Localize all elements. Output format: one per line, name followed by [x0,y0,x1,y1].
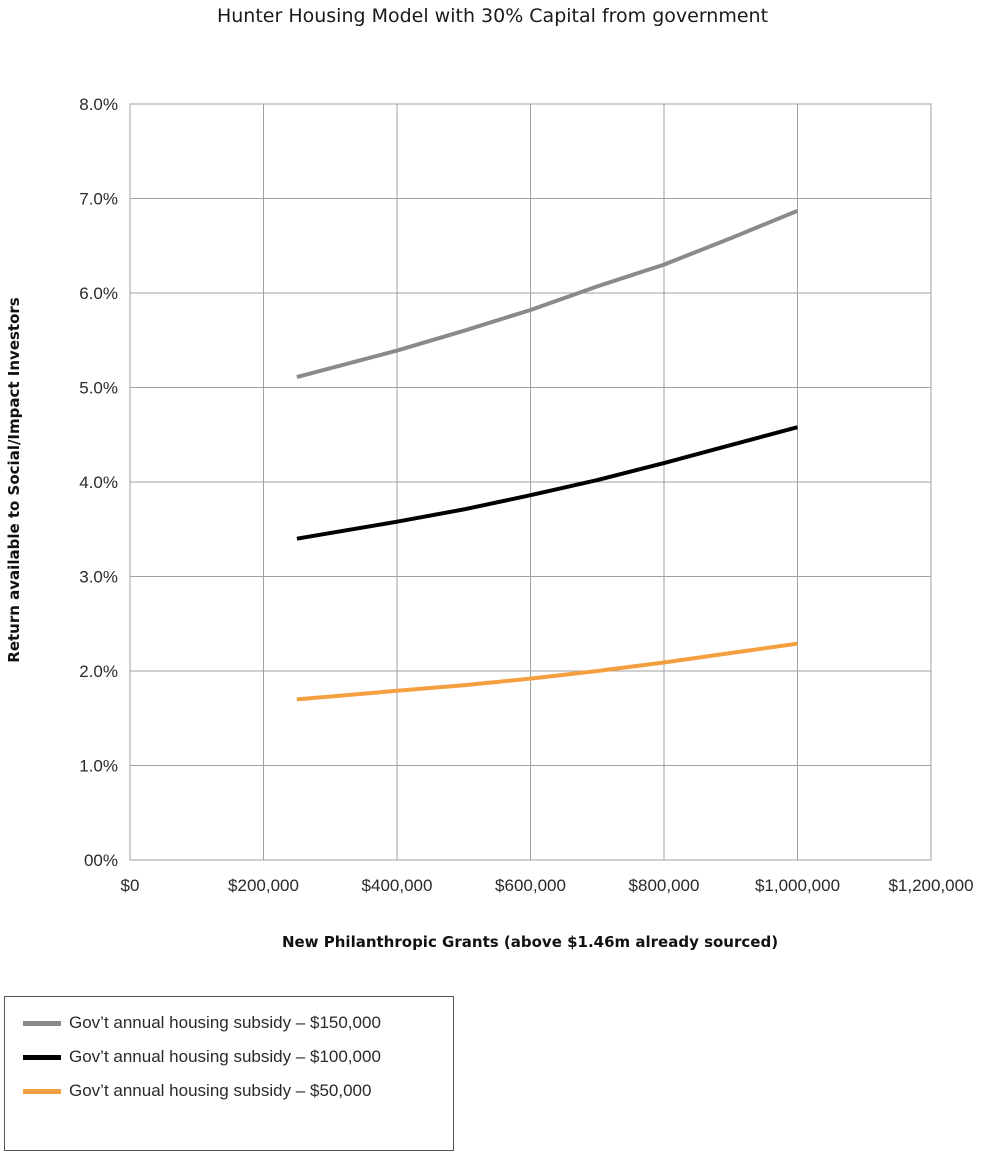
legend-label: Gov’t annual housing subsidy – $150,000 [69,1013,381,1032]
grid-layer [129,103,932,861]
series-line-2 [296,641,798,702]
tick-labels: $0 $200,000 $400,000 $600,000 $800,000 $1,000… [79,95,973,895]
legend-item: Gov’t annual housing subsidy – $100,000 [23,1045,381,1069]
y-tick-label: 8.0% [79,95,118,114]
series-line-0 [296,208,799,380]
series-lines [296,208,799,702]
legend-swatch [23,1020,61,1026]
y-tick-label: 7.0% [79,190,118,209]
x-tick-label: $1,200,000 [888,876,973,895]
x-tick-label: $600,000 [495,876,566,895]
series-line-1 [296,425,799,541]
y-tick-label: 4.0% [79,473,118,492]
legend: Gov’t annual housing subsidy – $150,000 G… [4,996,454,1151]
x-tick-label: $0 [121,876,140,895]
x-tick-label: $1,000,000 [755,876,840,895]
y-tick-label: 2.0% [79,662,118,681]
y-tick-label: 00% [84,851,118,870]
x-tick-label: $400,000 [362,876,433,895]
y-tick-label: 6.0% [79,284,118,303]
legend-swatch [23,1054,61,1060]
x-tick-label: $200,000 [228,876,299,895]
legend-swatch [23,1088,61,1094]
y-tick-label: 5.0% [79,379,118,398]
y-tick-label: 3.0% [79,568,118,587]
line-chart: $0 $200,000 $400,000 $600,000 $800,000 $1,000… [5,95,974,951]
legend-label: Gov’t annual housing subsidy – $50,000 [69,1081,372,1100]
chart-title: Hunter Housing Model with 30% Capital fr… [216,5,769,27]
y-axis-title: Return available to Social/Impact Invest… [5,297,23,663]
x-axis-title: New Philanthropic Grants (above $1.46m a… [282,933,778,951]
legend-label: Gov’t annual housing subsidy – $100,000 [69,1047,381,1066]
x-tick-label: $800,000 [629,876,700,895]
y-tick-label: 1.0% [79,757,118,776]
legend-item: Gov’t annual housing subsidy – $50,000 [23,1079,371,1103]
legend-item: Gov’t annual housing subsidy – $150,000 [23,1011,381,1035]
